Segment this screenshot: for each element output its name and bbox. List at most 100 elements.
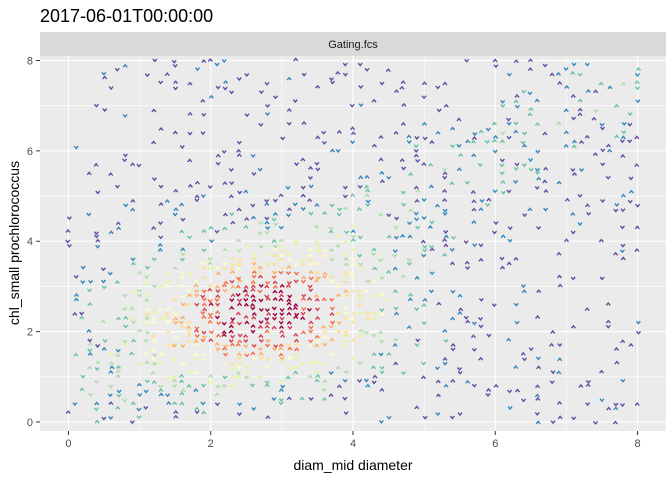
data-point xyxy=(292,202,298,207)
data-point xyxy=(406,140,412,145)
data-point xyxy=(379,365,385,370)
data-point xyxy=(285,271,291,276)
data-point xyxy=(180,344,186,349)
data-point xyxy=(150,356,157,361)
data-point xyxy=(491,121,497,126)
data-point xyxy=(635,330,642,335)
data-point xyxy=(208,302,214,307)
data-point xyxy=(464,58,470,63)
data-point xyxy=(299,396,305,401)
data-point xyxy=(350,356,356,361)
data-point xyxy=(214,229,220,234)
data-point xyxy=(250,294,256,299)
data-point xyxy=(634,163,640,168)
data-point xyxy=(434,203,440,208)
data-point xyxy=(250,329,256,334)
data-point xyxy=(257,270,263,275)
data-point xyxy=(585,379,591,384)
data-point xyxy=(272,296,278,301)
data-point xyxy=(614,134,620,139)
data-point xyxy=(201,112,207,117)
data-point xyxy=(413,148,419,153)
data-point xyxy=(314,293,320,298)
data-point xyxy=(563,67,569,72)
data-point xyxy=(293,271,300,276)
data-point xyxy=(280,333,286,338)
data-point xyxy=(442,175,448,180)
data-point xyxy=(264,317,270,322)
data-point xyxy=(280,136,286,141)
data-point xyxy=(244,216,250,221)
data-point xyxy=(207,261,213,266)
data-point xyxy=(87,302,93,307)
data-point xyxy=(619,139,625,144)
facet-strip xyxy=(40,32,666,56)
data-point xyxy=(216,321,222,326)
data-point xyxy=(627,122,633,127)
data-point xyxy=(394,216,400,221)
data-point xyxy=(571,416,577,421)
data-point xyxy=(95,190,101,195)
data-point xyxy=(86,328,92,333)
data-point xyxy=(507,226,513,231)
data-point xyxy=(315,339,321,344)
data-point xyxy=(115,221,121,226)
data-point xyxy=(528,158,534,163)
data-point xyxy=(528,107,534,111)
data-point xyxy=(150,348,156,353)
data-point xyxy=(178,373,185,378)
data-point xyxy=(564,84,570,89)
data-point xyxy=(286,396,292,401)
data-point xyxy=(244,73,250,77)
data-point xyxy=(151,140,157,145)
data-point xyxy=(357,303,363,307)
data-point xyxy=(628,189,634,194)
data-point xyxy=(158,283,164,288)
data-point xyxy=(173,80,179,85)
data-point xyxy=(386,175,392,180)
data-point xyxy=(343,239,349,244)
data-point xyxy=(350,257,356,262)
data-point xyxy=(115,373,121,378)
data-point xyxy=(364,174,370,179)
data-point xyxy=(337,207,343,212)
data-point xyxy=(278,225,284,230)
data-point xyxy=(413,153,419,158)
data-point xyxy=(392,289,398,294)
data-point xyxy=(634,80,640,85)
data-point xyxy=(605,175,611,180)
data-point xyxy=(400,190,406,195)
data-point xyxy=(187,293,193,298)
data-point xyxy=(342,270,348,275)
data-point xyxy=(465,319,471,324)
data-point xyxy=(534,167,540,172)
data-point xyxy=(207,312,213,317)
data-point xyxy=(130,207,136,212)
data-point xyxy=(308,270,314,275)
data-point xyxy=(122,339,128,344)
data-point xyxy=(449,415,455,420)
data-point xyxy=(100,319,106,324)
data-point xyxy=(208,94,214,99)
data-point xyxy=(577,112,583,117)
data-point xyxy=(442,171,448,176)
data-point xyxy=(258,334,264,338)
data-point xyxy=(194,410,200,415)
data-point xyxy=(130,198,136,203)
data-point xyxy=(251,406,257,411)
data-point xyxy=(271,239,277,243)
data-point xyxy=(300,361,306,366)
data-point xyxy=(180,361,186,366)
data-point xyxy=(194,289,200,294)
data-point xyxy=(408,172,414,177)
data-point xyxy=(101,71,107,76)
data-point xyxy=(614,103,620,108)
data-point xyxy=(251,356,257,361)
data-point xyxy=(329,247,335,252)
data-point xyxy=(314,262,320,266)
major-gridlines xyxy=(40,56,666,431)
data-point xyxy=(73,352,79,357)
data-point xyxy=(563,108,569,113)
data-point xyxy=(306,307,312,312)
data-point xyxy=(172,401,178,406)
